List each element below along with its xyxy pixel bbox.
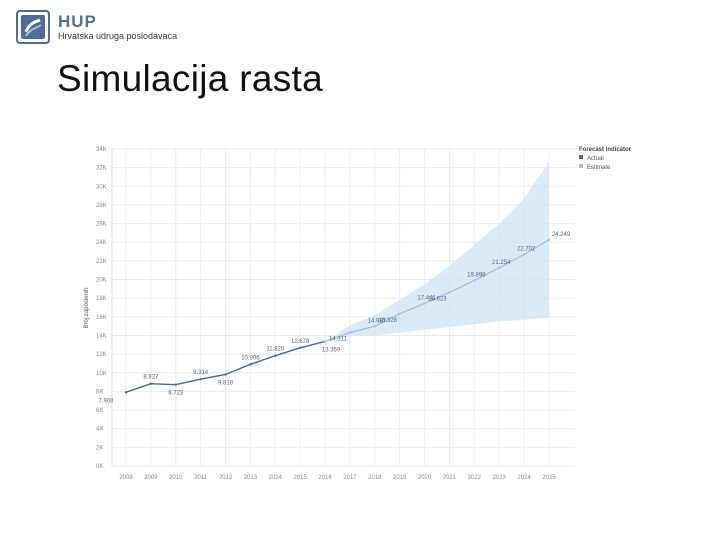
data-label-actual: 8.723 xyxy=(168,391,184,397)
hup-logo: HUP Hrvatska udruga poslodavaca xyxy=(16,10,177,44)
x-tick-label: 2016 xyxy=(318,475,332,481)
data-point-actual xyxy=(274,354,277,357)
x-tick-label: 2022 xyxy=(468,475,482,481)
data-point-estimate xyxy=(522,253,526,256)
data-label-estimate: 18.623 xyxy=(428,296,447,302)
y-tick-label: 20K xyxy=(96,278,107,284)
data-label-actual: 9.818 xyxy=(218,380,234,386)
y-tick-label: 0K xyxy=(96,464,103,470)
x-tick-label: 2013 xyxy=(244,475,258,481)
data-point-actual xyxy=(199,377,202,381)
data-point-estimate xyxy=(373,325,377,328)
data-label-estimate: 19.898 xyxy=(467,272,486,278)
legend-label-estimate: Estimate xyxy=(587,165,611,171)
data-label-actual: 7.908 xyxy=(98,398,114,404)
hup-logo-icon xyxy=(16,10,50,44)
x-tick-label: 2024 xyxy=(517,475,531,481)
legend-swatch-estimate xyxy=(579,164,583,168)
x-tick-label: 2010 xyxy=(169,475,183,481)
y-tick-label: 32K xyxy=(96,166,107,172)
x-tick-label: 2011 xyxy=(194,475,208,481)
data-point-actual xyxy=(249,363,252,366)
data-label-actual: 13.359 xyxy=(322,347,341,353)
data-point-estimate xyxy=(547,238,551,242)
data-point-estimate xyxy=(473,279,476,282)
y-tick-label: 4K xyxy=(96,427,103,433)
data-point-estimate xyxy=(348,331,352,334)
y-tick-label: 30K xyxy=(96,184,107,190)
x-tick-label: 2021 xyxy=(443,475,457,481)
y-tick-label: 12K xyxy=(96,352,107,358)
x-tick-label: 2014 xyxy=(269,475,283,481)
axes: 0K 2K 4K 6K 8K 10K 12K 14K 16K 18K 20K 22K 24K 26K 28K… xyxy=(96,147,556,481)
data-point-estimate xyxy=(423,302,426,305)
y-tick-label: 26K xyxy=(96,222,107,228)
data-label-estimate: 14.311 xyxy=(329,337,348,343)
logo-title: HUP xyxy=(58,11,97,31)
data-label-estimate: 14.987 xyxy=(368,318,387,324)
x-tick-label: 2012 xyxy=(219,475,233,481)
x-tick-label: 2008 xyxy=(119,475,133,481)
data-label-estimate: 24.249 xyxy=(552,232,571,238)
y-tick-label: 14K xyxy=(96,333,107,339)
y-tick-label: 34K xyxy=(96,147,107,153)
y-axis-label: Broj zaposlenih xyxy=(84,287,90,328)
y-tick-label: 8K xyxy=(96,389,103,395)
y-tick-label: 2K xyxy=(96,445,103,451)
data-point-actual xyxy=(174,383,177,386)
x-tick-label: 2018 xyxy=(368,475,382,481)
data-label-actual: 11.828 xyxy=(266,347,285,353)
series-lines xyxy=(124,238,551,394)
data-label-estimate: 17.441 xyxy=(417,295,436,301)
data-point-actual xyxy=(298,346,302,349)
data-label-estimate: 16.328 xyxy=(379,318,398,324)
y-tick-label: 18K xyxy=(96,296,107,302)
x-tick-label: 2019 xyxy=(393,475,407,481)
logo-subtitle: Hrvatska udruga poslodavaca xyxy=(58,30,178,41)
y-tick-label: 6K xyxy=(96,408,103,414)
slide-title: Simulacija rasta xyxy=(57,58,323,99)
x-tick-label: 2017 xyxy=(343,475,357,481)
data-point-actual xyxy=(224,373,227,376)
x-tick-label: 2020 xyxy=(418,475,432,481)
data-point-actual xyxy=(124,391,128,394)
legend: Forecast indicator Actual Estimate xyxy=(579,147,632,171)
y-tick-label: 22K xyxy=(96,259,107,265)
data-point-estimate xyxy=(498,266,501,270)
y-tick-label: 28K xyxy=(96,203,107,209)
legend-label-actual: Actual xyxy=(587,156,604,162)
forecast-confidence-area xyxy=(325,162,549,342)
data-point-estimate xyxy=(448,291,451,294)
data-labels: 7.908 8.827 8.723 9.314 9.818 10.906 11.828 12.… xyxy=(98,232,570,404)
legend-title: Forecast indicator xyxy=(579,147,632,153)
data-label-actual: 12.678 xyxy=(291,339,310,345)
x-tick-label: 2025 xyxy=(542,475,556,481)
x-tick-label: 2023 xyxy=(493,475,507,481)
y-tick-label: 24K xyxy=(96,240,107,246)
data-label-actual: 10.906 xyxy=(241,355,260,361)
data-point-estimate xyxy=(323,340,327,343)
data-label-estimate: 21.254 xyxy=(492,260,511,266)
y-tick-label: 10K xyxy=(96,371,107,377)
data-point-estimate xyxy=(398,312,401,315)
x-tick-label: 2015 xyxy=(293,475,307,481)
legend-swatch-actual xyxy=(579,155,583,159)
data-point-actual xyxy=(149,382,153,385)
y-tick-label: 16K xyxy=(96,315,107,321)
confidence-band xyxy=(325,162,549,342)
data-label-actual: 8.827 xyxy=(143,375,159,381)
data-label-estimate: 22.702 xyxy=(517,246,536,252)
data-label-actual: 9.314 xyxy=(193,370,209,376)
series-line-estimate xyxy=(324,239,550,343)
x-tick-label: 2009 xyxy=(144,475,158,481)
